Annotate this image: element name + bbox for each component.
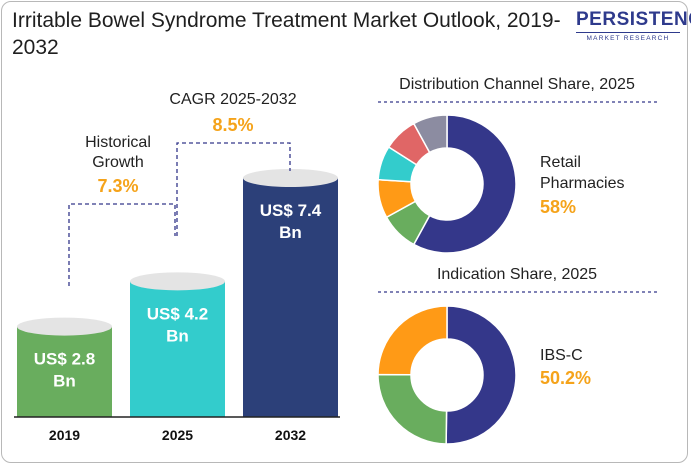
bar-chart: US$ 2.8 Bn 2019 US$ 4.2 Bn 2025 US$ 7.4 Bn 2032 <box>17 169 338 443</box>
distribution-callout-line1: Retail <box>540 154 581 171</box>
cagr-value: 8.5% <box>212 115 253 135</box>
distribution-callout-line2: Pharmacies <box>540 175 624 192</box>
bar-value-label-line2: Bn <box>53 372 76 391</box>
distribution-donut <box>377 114 517 254</box>
bar-value-label-line1: US$ 2.8 <box>34 350 95 369</box>
bar-value-label-line1: US$ 7.4 <box>260 201 322 220</box>
bar-top-2032 <box>243 169 338 187</box>
page-title: Irritable Bowel Syndrome Treatment Marke… <box>12 9 561 59</box>
bar-value-label-line2: Bn <box>166 326 189 345</box>
distribution-title: Distribution Channel Share, 2025 <box>399 76 635 93</box>
logo-wordmark: PERSISTENCE <box>576 8 691 33</box>
indication-title: Indication Share, 2025 <box>437 266 597 283</box>
bar-top-2019 <box>17 317 112 336</box>
bar-value-label-line1: US$ 4.2 <box>147 304 208 323</box>
donut-slice-0 <box>445 305 517 445</box>
x-tick-label: 2025 <box>162 427 193 443</box>
bar-2019 <box>17 326 112 417</box>
bar-2025 <box>130 281 225 417</box>
cagr-label: CAGR 2025-2032 <box>169 91 296 108</box>
cagr-connector <box>176 142 291 236</box>
x-tick-label: 2032 <box>275 427 306 443</box>
indication-callout-label: IBS-C <box>540 347 583 364</box>
indication-callout-value: 50.2% <box>540 368 591 388</box>
donut-slice-1 <box>377 373 448 445</box>
donut-slice-5 <box>412 114 448 154</box>
donut-slice-0 <box>412 114 517 254</box>
bar-2032 <box>243 178 338 417</box>
x-tick-label: 2019 <box>49 427 80 443</box>
historical-growth-label-line2: Growth <box>92 154 144 171</box>
historical-growth-value: 7.3% <box>97 176 138 196</box>
historical-connector <box>68 203 176 286</box>
logo-tagline: MARKET RESEARCH <box>586 35 670 42</box>
bar-value-label-line2: Bn <box>279 223 302 242</box>
historical-growth-label-line1: Historical <box>85 134 151 151</box>
bar-top-2025 <box>130 272 225 291</box>
indication-donut <box>377 305 517 445</box>
distribution-callout-value: 58% <box>540 197 576 217</box>
donut-slice-2 <box>377 305 448 376</box>
brand-logo: PERSISTENCE MARKET RESEARCH <box>576 8 691 50</box>
